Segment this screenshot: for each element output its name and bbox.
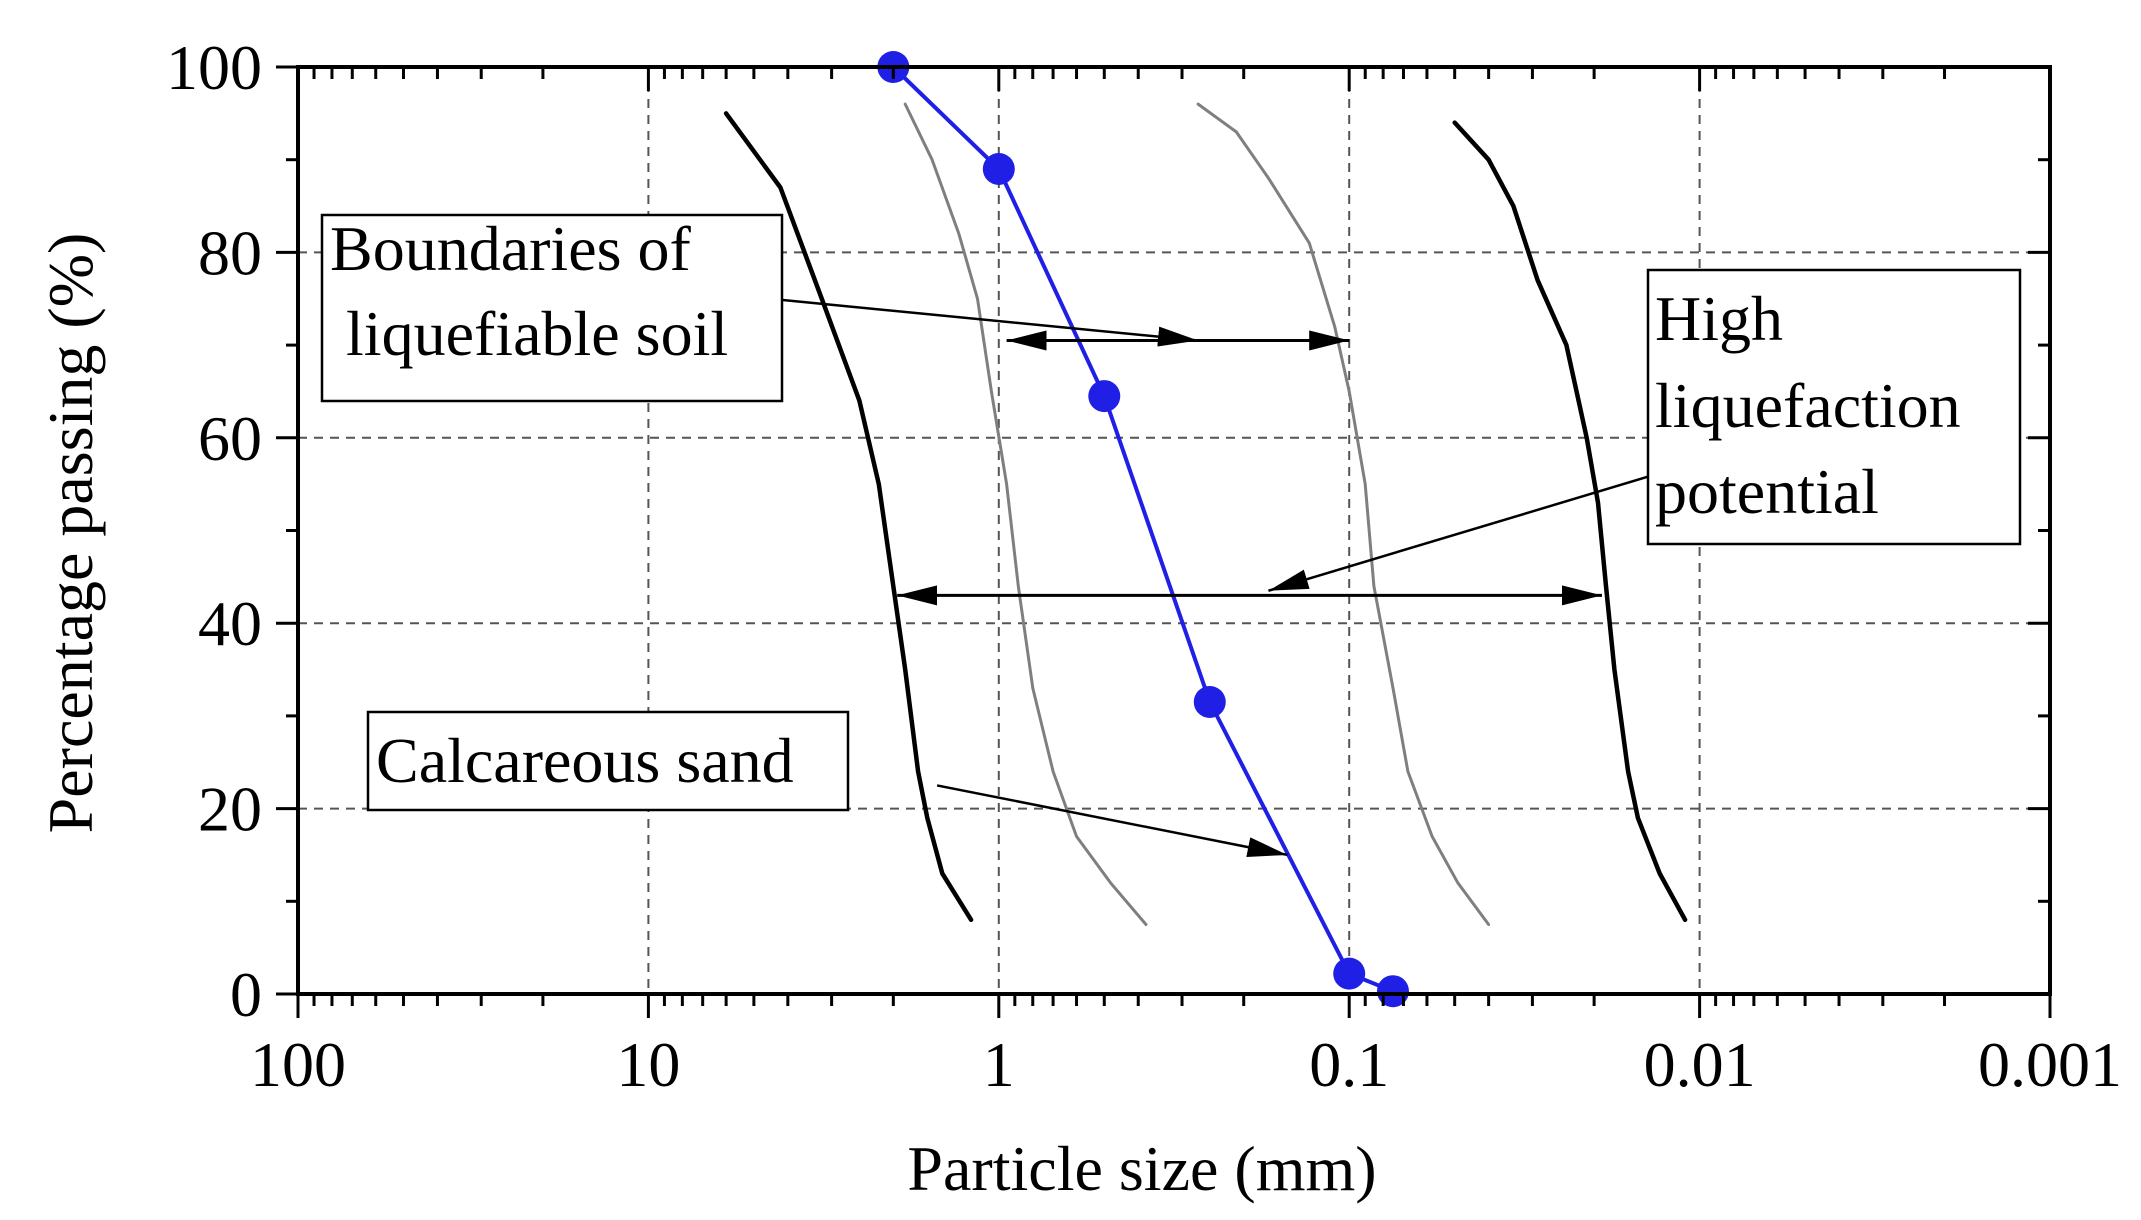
annotation-text: High — [1655, 283, 1783, 354]
annotation-text: potential — [1655, 456, 1879, 527]
series-line — [891, 65, 1395, 994]
data-point — [982, 152, 1015, 185]
y-tick-label: 20 — [198, 774, 262, 845]
annotations: Boundaries of liquefiable soil High liquef… — [320, 213, 2022, 857]
y-tick-label: 100 — [166, 32, 262, 103]
series-layer — [723, 51, 1688, 1008]
y-tick-label: 40 — [198, 588, 262, 659]
x-tick-label: 10 — [616, 1029, 680, 1100]
series-line — [1196, 102, 1491, 926]
x-tick-label: 0.01 — [1644, 1029, 1756, 1100]
x-tick-label: 100 — [250, 1029, 346, 1100]
data-point — [1376, 975, 1409, 1008]
annotation-box — [320, 213, 784, 403]
y-tick-label: 0 — [230, 959, 262, 1030]
data-point — [1193, 685, 1226, 718]
series-line — [1452, 120, 1688, 923]
annotation-text: liquefaction — [1655, 370, 1961, 441]
x-tick-label: 0.001 — [1978, 1029, 2122, 1100]
axes: 100 10 1 0.1 0.01 0.001 0 20 40 60 80 100 — [166, 32, 2122, 1100]
y-axis-title: Percentage passing (%) — [35, 233, 106, 834]
annotation-box — [1646, 268, 2022, 546]
annotation-text: Calcareous sand — [376, 725, 794, 796]
annotation-text: liquefiable soil — [330, 298, 728, 369]
x-tick-label: 1 — [983, 1029, 1015, 1100]
annotation-box — [366, 710, 850, 812]
pointer-arrow — [936, 784, 1288, 857]
y-tick-label: 60 — [198, 403, 262, 474]
y-tick-label: 80 — [198, 217, 262, 288]
annotation-text: Boundaries of — [330, 213, 692, 284]
series-line — [903, 102, 1148, 926]
data-point — [1333, 957, 1366, 990]
data-point — [1088, 380, 1121, 413]
series-line — [723, 111, 974, 923]
pointer-arrow — [769, 297, 1199, 347]
x-tick-label: 0.1 — [1309, 1029, 1389, 1100]
x-axis-title: Particle size (mm) — [907, 1133, 1376, 1204]
